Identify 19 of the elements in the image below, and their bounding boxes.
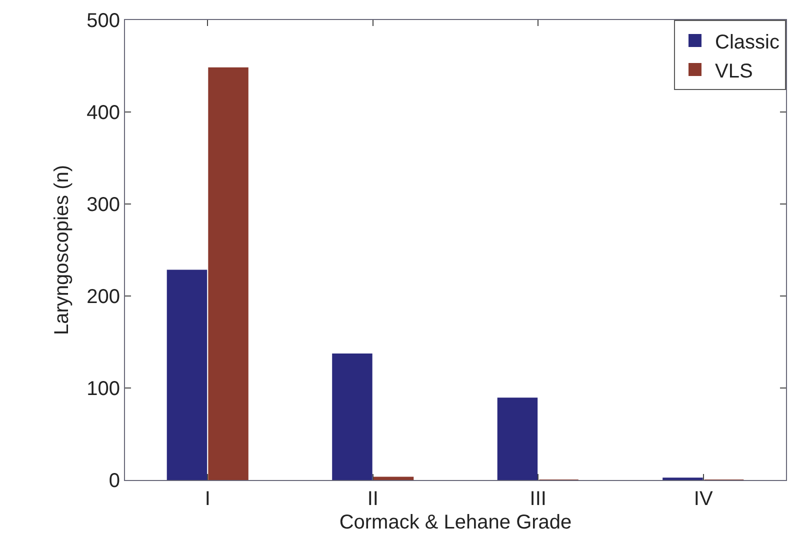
x-tick-label: III bbox=[530, 488, 546, 510]
legend-label: VLS bbox=[715, 60, 753, 82]
y-axis-title: Laryngoscopies (n) bbox=[51, 164, 74, 336]
bar bbox=[332, 353, 372, 480]
bar bbox=[497, 398, 538, 480]
y-tick-label: 0 bbox=[108, 470, 120, 492]
bar bbox=[373, 476, 414, 480]
legend-label: Classic bbox=[715, 31, 780, 54]
x-axis-title: Cormack & Lehane Grade bbox=[339, 512, 572, 534]
y-tick-label: 500 bbox=[86, 10, 120, 32]
x-tick-label: IV bbox=[694, 488, 714, 510]
bar bbox=[166, 270, 208, 480]
x-tick-label: I bbox=[204, 488, 210, 510]
y-tick-label: 300 bbox=[86, 194, 120, 216]
bar bbox=[208, 67, 248, 480]
y-tick-label: 200 bbox=[86, 286, 120, 308]
x-tick-label: II bbox=[367, 488, 378, 510]
y-tick-label: 400 bbox=[86, 102, 120, 124]
y-tick-label: 100 bbox=[86, 378, 120, 400]
